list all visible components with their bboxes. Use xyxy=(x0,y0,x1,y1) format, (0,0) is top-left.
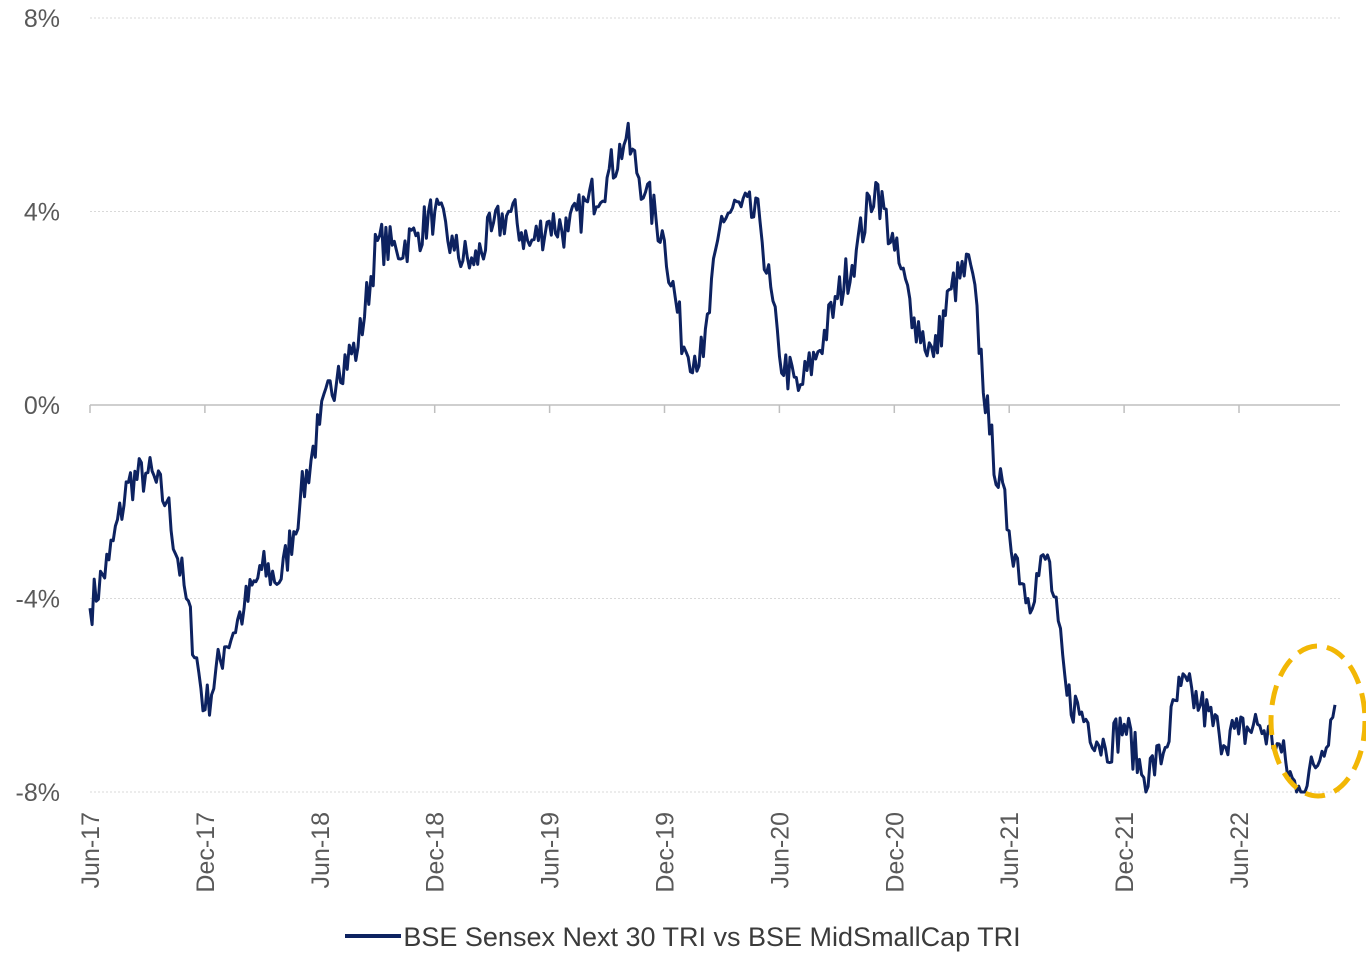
series-line xyxy=(88,121,1337,794)
x-tick-label: Jun-20 xyxy=(766,812,794,888)
x-tick-label: Dec-21 xyxy=(1111,812,1139,893)
legend-line-swatch xyxy=(345,933,402,938)
legend: BSE Sensex Next 30 TRI vs BSE MidSmallCa… xyxy=(0,922,1366,953)
x-tick-label: Jun-17 xyxy=(77,812,105,888)
x-tick-label: Jun-21 xyxy=(996,812,1024,888)
y-tick-label: 4% xyxy=(24,199,60,227)
y-tick-label: 0% xyxy=(24,392,60,420)
y-tick-label: -4% xyxy=(16,586,60,614)
x-tick-label: Jun-19 xyxy=(537,812,565,888)
legend-label: BSE Sensex Next 30 TRI vs BSE MidSmallCa… xyxy=(403,922,1021,952)
highlight-ellipse xyxy=(1268,643,1366,799)
x-tick-label: Dec-20 xyxy=(881,812,909,893)
y-tick-label: 8% xyxy=(24,5,60,33)
x-tick-label: Dec-17 xyxy=(192,812,220,893)
x-tick-label: Dec-18 xyxy=(422,812,450,893)
x-tick-label: Jun-22 xyxy=(1226,812,1254,888)
gridlines xyxy=(90,17,1340,793)
x-axis xyxy=(89,404,1340,413)
x-axis-ticks: Jun-17 Dec-17 Jun-18 Dec-18 Jun-19 Dec-19 Jun-… xyxy=(77,812,1254,893)
x-tick-label: Dec-19 xyxy=(652,812,680,893)
y-tick-label: -8% xyxy=(16,779,60,807)
y-axis-ticks: -8% -4% 0% 4% 8% xyxy=(16,5,60,807)
x-tick-label: Jun-18 xyxy=(307,812,335,888)
